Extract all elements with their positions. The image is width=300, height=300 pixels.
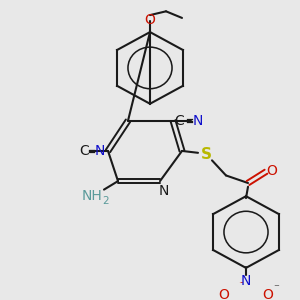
Text: O: O: [219, 288, 230, 300]
Text: C: C: [174, 114, 184, 128]
Text: N: N: [159, 184, 169, 197]
Text: O: O: [267, 164, 278, 178]
Text: N: N: [95, 144, 105, 158]
Text: O: O: [262, 288, 273, 300]
Text: 2: 2: [103, 196, 109, 206]
Text: N: N: [241, 274, 251, 288]
Text: C: C: [79, 144, 89, 158]
Text: S: S: [200, 147, 211, 162]
Text: NH: NH: [82, 189, 102, 203]
Text: N: N: [193, 114, 203, 128]
Text: O: O: [145, 13, 155, 27]
Text: ⁻: ⁻: [273, 284, 279, 294]
